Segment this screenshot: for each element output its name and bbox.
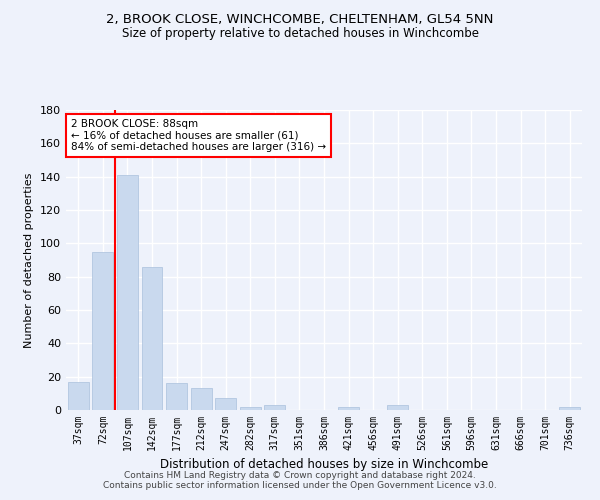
- Text: Contains HM Land Registry data © Crown copyright and database right 2024.
Contai: Contains HM Land Registry data © Crown c…: [103, 470, 497, 490]
- Bar: [92, 252, 113, 410]
- Bar: [559, 406, 580, 410]
- Bar: [191, 388, 212, 410]
- Text: 2 BROOK CLOSE: 88sqm
← 16% of detached houses are smaller (61)
84% of semi-detac: 2 BROOK CLOSE: 88sqm ← 16% of detached h…: [71, 119, 326, 152]
- Bar: [117, 175, 138, 410]
- Text: Size of property relative to detached houses in Winchcombe: Size of property relative to detached ho…: [121, 28, 479, 40]
- Bar: [215, 398, 236, 410]
- Y-axis label: Number of detached properties: Number of detached properties: [25, 172, 34, 348]
- Bar: [68, 382, 89, 410]
- Bar: [142, 266, 163, 410]
- Bar: [166, 384, 187, 410]
- Bar: [240, 406, 261, 410]
- X-axis label: Distribution of detached houses by size in Winchcombe: Distribution of detached houses by size …: [160, 458, 488, 471]
- Bar: [338, 406, 359, 410]
- Bar: [387, 405, 408, 410]
- Text: 2, BROOK CLOSE, WINCHCOMBE, CHELTENHAM, GL54 5NN: 2, BROOK CLOSE, WINCHCOMBE, CHELTENHAM, …: [106, 12, 494, 26]
- Bar: [265, 405, 286, 410]
